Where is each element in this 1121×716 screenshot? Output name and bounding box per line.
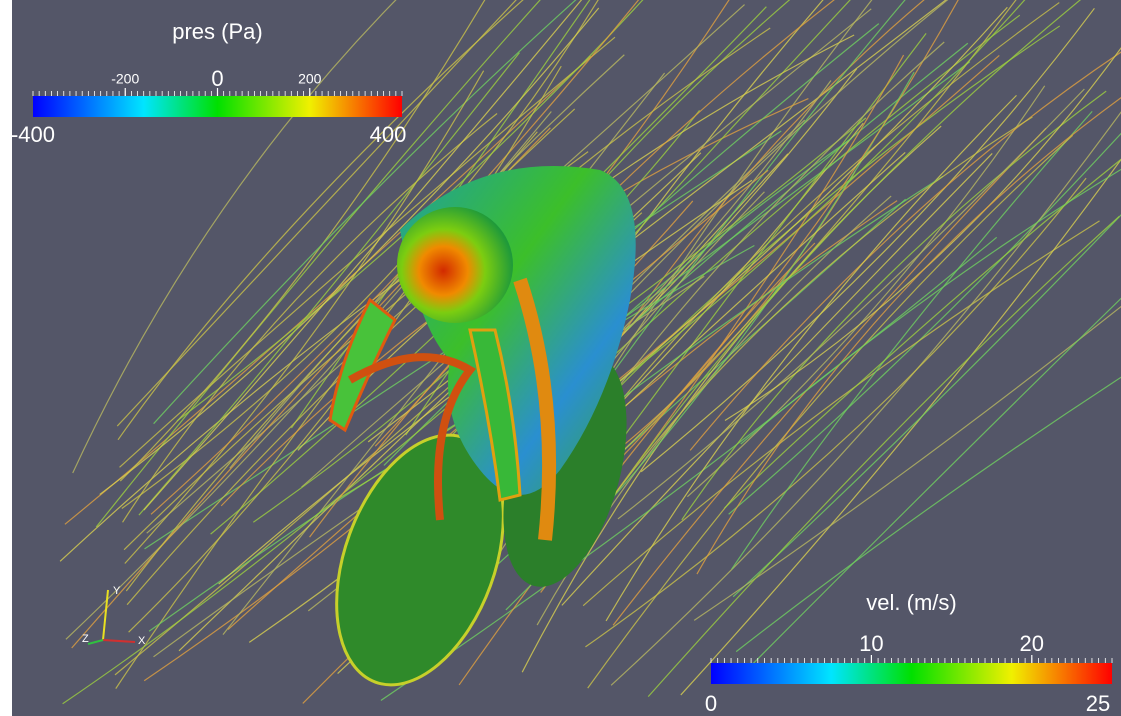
range-min-label: 0: [705, 691, 717, 716]
tick-label: -200: [111, 71, 139, 87]
axis-label: Y: [113, 585, 121, 597]
legend-title: pres (Pa): [172, 19, 262, 44]
tick-label: 10: [859, 631, 883, 656]
helmet: [397, 207, 513, 323]
tick-label: 200: [298, 71, 322, 87]
color-bar: [33, 96, 402, 117]
range-max-label: 25: [1086, 691, 1110, 716]
left-margin: [0, 0, 12, 716]
range-max-label: 400: [370, 122, 407, 147]
tick-label: 20: [1020, 631, 1044, 656]
color-bar: [711, 663, 1112, 684]
axis-label: Z: [82, 633, 89, 645]
legend-title: vel. (m/s): [866, 590, 956, 615]
axis-label: X: [138, 635, 146, 647]
tick-label: 0: [211, 66, 223, 91]
render-view: Y Z X pres (Pa)-2000200-400400vel. (m/s)…: [0, 0, 1121, 716]
range-min-label: -400: [11, 122, 55, 147]
